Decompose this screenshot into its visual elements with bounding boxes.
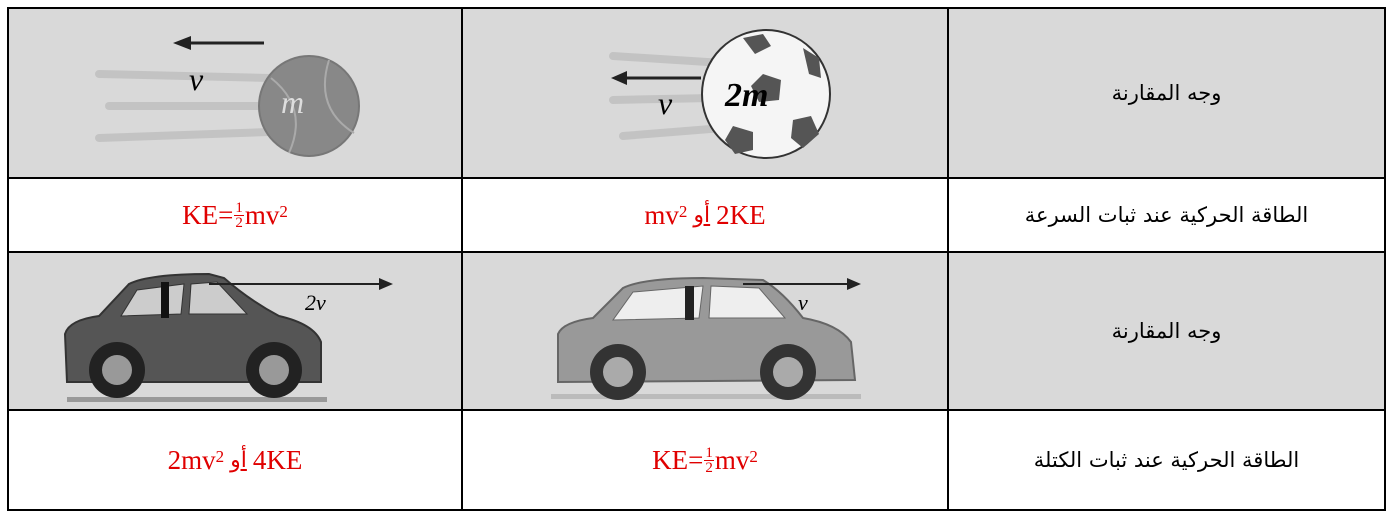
formula-term: 2KE [716,199,766,230]
soccer-ball-image: v 2m [609,29,831,159]
denominator: 2 [705,459,713,476]
formula-lhs: KE= [652,444,704,475]
formula-or: أو [693,202,711,228]
cell: 2mv 2 أو 4KE [8,410,462,510]
formula-exponent: 2 [279,202,288,221]
velocity-label: v [658,85,673,121]
formula-base: 2mv [167,444,216,475]
ball-image: v m [95,36,360,157]
formula-or: أو [230,447,247,473]
cell: وجه المقارنة [948,252,1385,410]
cell: الطاقة الحركية عند ثبات السرعة [948,178,1385,252]
car-image: v [551,276,861,400]
cell: الطاقة الحركية عند ثبات الكتلة [948,410,1385,510]
denominator: 2 [235,214,243,231]
formula-base: mv [714,444,750,475]
mass-label: m [281,84,304,120]
formula-lhs: KE= [182,199,234,230]
cell: 2v [8,252,462,410]
numerator: 1 [704,444,714,461]
cell: وجه المقارنة [948,8,1385,178]
velocity-label: v [189,61,204,97]
formula-term: 4KE [252,444,303,475]
formula-exponent: 2 [215,447,225,466]
formula: 2mv 2 أو 4KE [168,445,303,476]
aspect-label: الطاقة الحركية عند ثبات السرعة [1024,203,1309,227]
aspect-label: وجه المقارنة [1111,319,1222,343]
velocity-label: v [798,290,808,315]
cell: v m [8,8,462,178]
car-image: 2v [63,272,393,402]
cell: v [462,252,948,410]
cell: v 2m [462,8,948,178]
aspect-label: الطاقة الحركية عند ثبات الكتلة [1033,448,1300,472]
velocity-label: 2v [305,290,326,315]
mass-label: 2m [724,77,768,114]
formula-base: mv [244,199,280,230]
formula-exponent: 2 [749,447,758,466]
formula-exponent: 2 [678,202,688,221]
formula: mv 2 أو 2KE [644,200,765,231]
aspect-label: وجه المقارنة [1111,81,1222,105]
cell: mv 2 أو 2KE [462,178,948,252]
formula-base: mv [644,199,679,230]
numerator: 1 [234,199,244,216]
